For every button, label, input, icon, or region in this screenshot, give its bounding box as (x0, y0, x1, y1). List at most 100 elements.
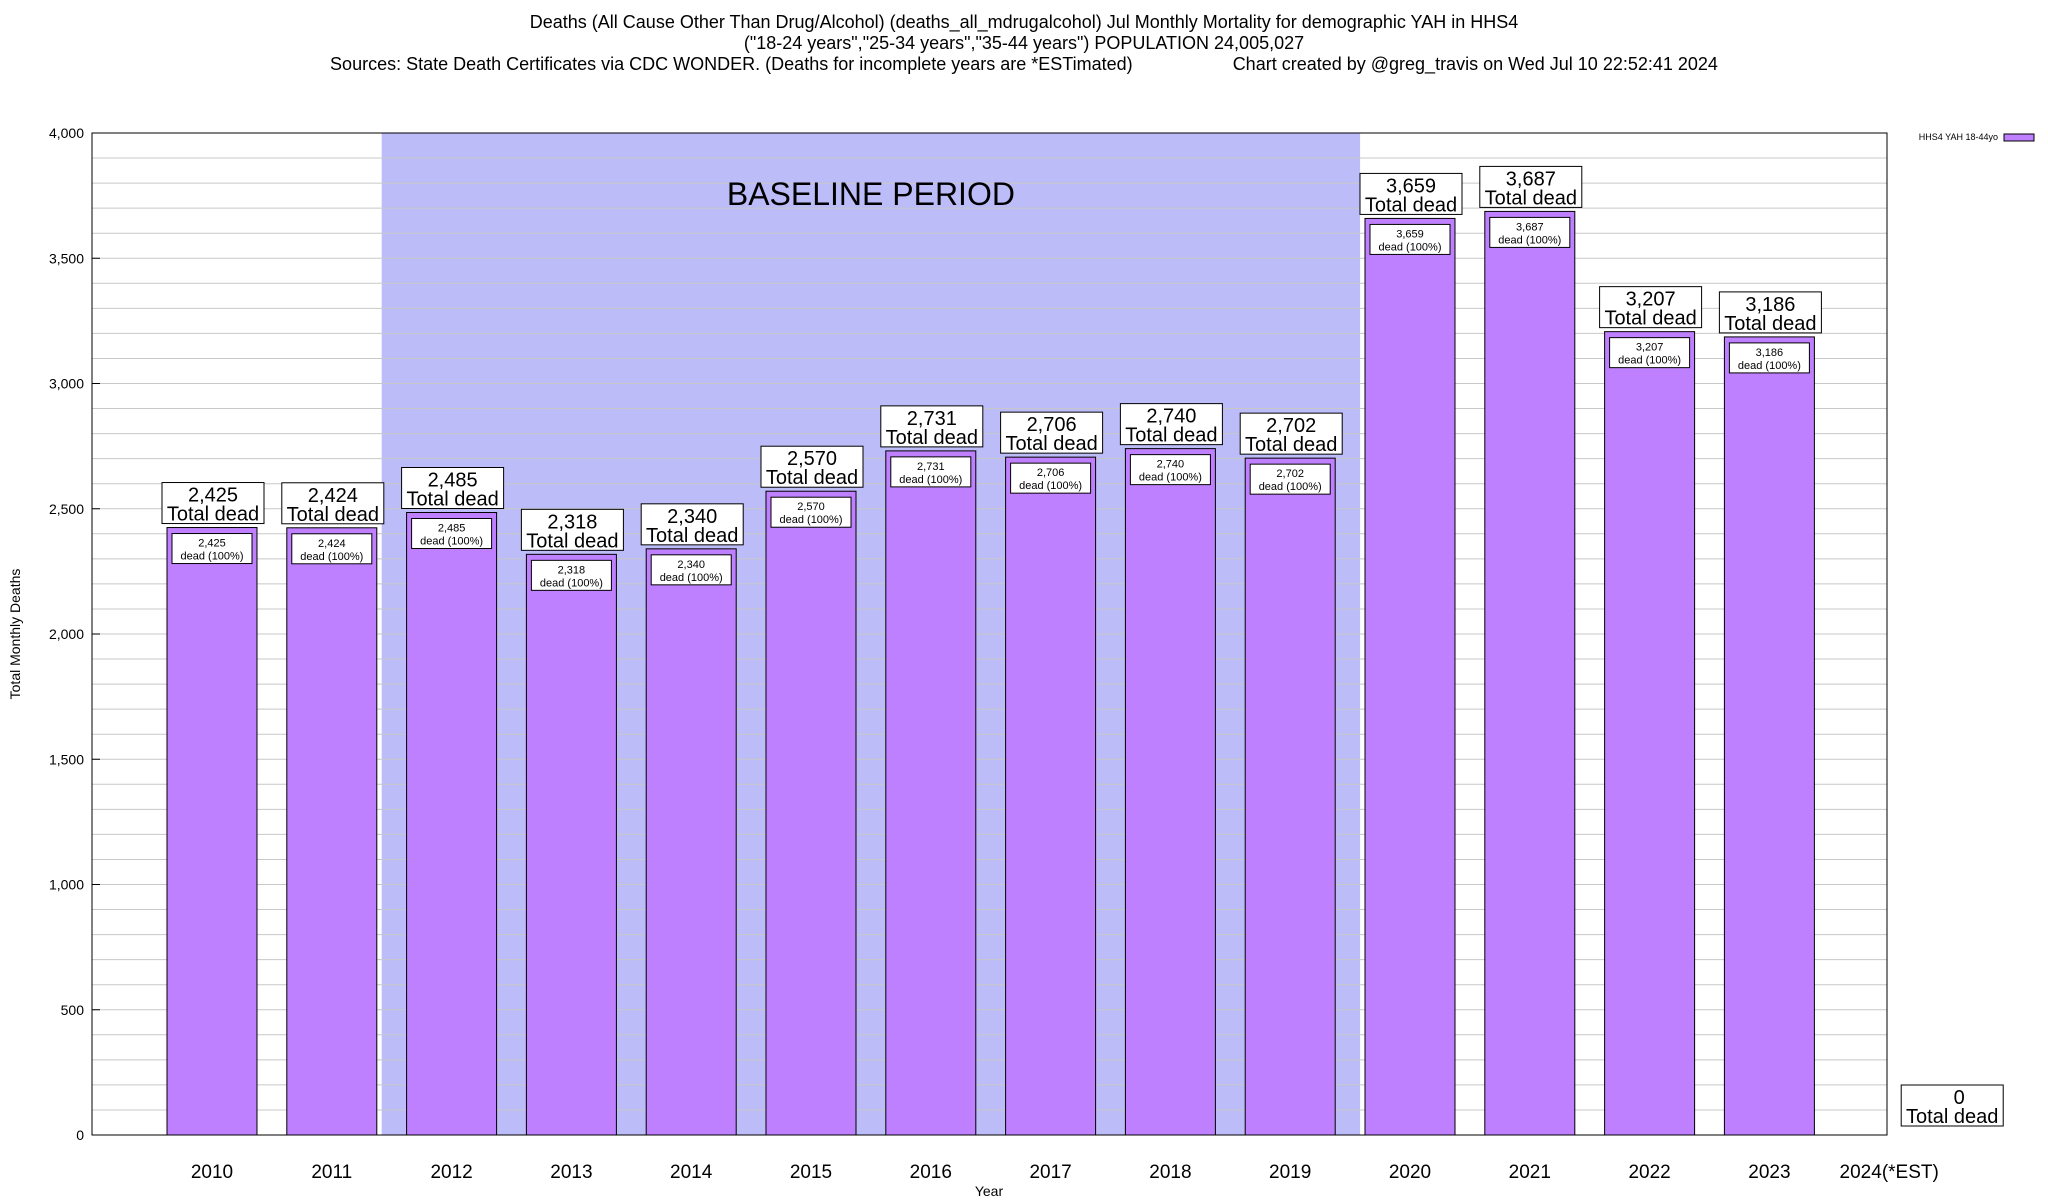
bar (1364, 217, 1456, 1136)
baseline-period-label: BASELINE PERIOD (727, 176, 1015, 212)
bar-inner-suffix: dead (100%) (420, 536, 483, 548)
bar-inner-suffix: dead (100%) (181, 551, 244, 563)
bar-total-label-box (520, 508, 624, 551)
bar (645, 548, 737, 1136)
x-tick-label: 2014 (670, 1162, 713, 1183)
x-tick-label: 2011 (311, 1162, 352, 1183)
x-tick-label: 2015 (790, 1162, 832, 1183)
bar-inner-value: 2,318 (558, 564, 586, 576)
bar-total-value: 3,207 (1626, 289, 1676, 311)
bar-total-suffix: Total dead (167, 504, 259, 526)
x-tick-label: 2023 (1748, 1162, 1790, 1183)
x-tick-label: 2020 (1389, 1162, 1431, 1183)
bar-inner-value: 2,731 (917, 461, 945, 473)
bar-inner-label-box (411, 518, 493, 550)
bar-inner-value: 2,706 (1037, 467, 1065, 479)
bar-total-label-box (1900, 1084, 2004, 1127)
bar-total-label-box (1119, 403, 1223, 446)
bar-total-suffix: Total dead (766, 467, 858, 489)
bar-total-value: 2,340 (667, 506, 717, 528)
bar-inner-label-box (1369, 223, 1451, 255)
bar-total-label-box (1359, 172, 1463, 215)
x-tick-label: 2018 (1149, 1162, 1191, 1183)
bar-total-value: 2,424 (308, 485, 358, 507)
bar-inner-value: 2,340 (677, 559, 705, 571)
y-tick-label: 4,000 (49, 125, 84, 141)
bar-total-value: 2,706 (1027, 414, 1077, 436)
bar-total-value: 2,425 (188, 485, 238, 507)
bar-total-suffix: Total dead (1604, 308, 1696, 330)
bar-total-suffix: Total dead (1005, 433, 1097, 455)
bar-total-suffix: Total dead (1724, 313, 1816, 335)
bar-inner-value: 3,687 (1516, 221, 1544, 233)
bar-inner-value: 2,485 (438, 523, 466, 535)
bar-total-label-box (281, 482, 385, 525)
bar-total-suffix: Total dead (287, 504, 379, 526)
x-tick-label: 2016 (910, 1162, 952, 1183)
bar-inner-suffix: dead (100%) (1618, 355, 1681, 367)
bar-total-value: 2,318 (547, 511, 597, 533)
x-axis-label: Year (975, 1183, 1004, 1199)
x-tick-label: 2022 (1628, 1162, 1670, 1183)
bar-total-label-box (161, 482, 265, 525)
bar-inner-label-box (1010, 462, 1092, 494)
x-tick-label: 2017 (1029, 1162, 1071, 1183)
bar-inner-label-box (1728, 342, 1810, 374)
bar-inner-suffix: dead (100%) (1738, 360, 1801, 372)
bar-total-label-box (1718, 291, 1822, 334)
y-tick-label: 3,000 (49, 376, 84, 392)
bar-total-suffix: Total dead (406, 489, 498, 511)
bar-inner-label-box (171, 533, 253, 565)
bar (1723, 336, 1815, 1136)
bar (1604, 331, 1696, 1136)
bar-total-value: 2,570 (787, 448, 837, 470)
x-tick-label: 2012 (430, 1162, 472, 1183)
y-tick-label: 1,000 (49, 877, 84, 893)
bar-inner-label-box (890, 456, 972, 488)
chart-title: Deaths (All Cause Other Than Drug/Alcoho… (529, 12, 1519, 32)
bar-total-value: 0 (1954, 1087, 1965, 1109)
bar (406, 512, 498, 1136)
bar (1484, 210, 1576, 1136)
bar-total-label-box (640, 503, 744, 546)
bar (885, 450, 977, 1136)
bar (1124, 448, 1216, 1136)
bar-inner-label-box (291, 533, 373, 565)
bar-total-label-box (880, 405, 984, 448)
chart-subtitle: ("18-24 years","25-34 years","35-44 year… (743, 33, 1305, 53)
bar-inner-suffix: dead (100%) (300, 551, 363, 563)
y-axis-ticks: 0 500 1,000 1,500 2,000 2,500 3,000 3,500 4,000 (49, 125, 100, 1143)
bar-inner-label-box (1609, 337, 1691, 369)
y-tick-label: 3,500 (49, 250, 84, 266)
y-tick-label: 1,500 (49, 751, 84, 767)
bar-inner-value: 2,702 (1276, 468, 1304, 480)
bar-inner-suffix: dead (100%) (1259, 481, 1322, 493)
bar-inner-suffix: dead (100%) (540, 577, 603, 589)
bar-inner-value: 3,207 (1636, 342, 1664, 354)
bar-inner-suffix: dead (100%) (1139, 472, 1202, 484)
bar-inner-suffix: dead (100%) (1019, 480, 1082, 492)
bar-inner-value: 2,740 (1157, 459, 1185, 471)
chart-credit: Chart created by @greg_travis on Wed Jul… (1232, 54, 1718, 74)
legend-swatch (2003, 133, 2035, 142)
bar-total-label-box (1239, 412, 1343, 455)
y-tick-label: 2,500 (49, 501, 84, 517)
x-axis-ticks: 2010 2011 2012 2013 2014 2015 2016 2017 2018 2019… (191, 1162, 1939, 1183)
y-axis-label: Total Monthly Deaths (7, 569, 23, 700)
y-tick-label: 2,000 (49, 626, 84, 642)
bar-inner-value: 2,424 (318, 538, 346, 550)
bar-inner-suffix: dead (100%) (899, 474, 962, 486)
bar-inner-value: 3,659 (1396, 228, 1424, 240)
bar-inner-value: 2,570 (797, 501, 825, 513)
bar-total-value: 2,740 (1146, 406, 1196, 428)
bar-total-value: 2,731 (907, 408, 957, 430)
bar (166, 527, 258, 1136)
bar-inner-suffix: dead (100%) (660, 572, 723, 584)
bar-total-suffix: Total dead (1245, 434, 1337, 456)
bar-total-value: 3,659 (1386, 175, 1436, 197)
chart-sources: Sources: State Death Certificates via CD… (330, 54, 1133, 74)
bar-inner-label-box (1489, 216, 1571, 248)
bar-total-value: 2,485 (428, 470, 478, 492)
bar-inner-label-box (1129, 454, 1211, 486)
